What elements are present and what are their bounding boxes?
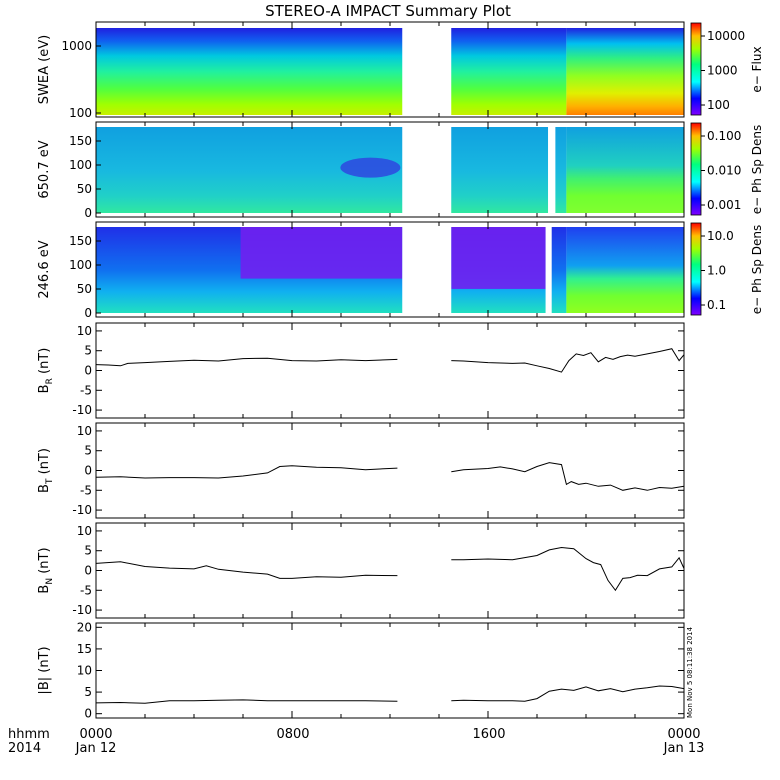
colorbar-tick-label: 1000 xyxy=(707,64,738,78)
panel-frame xyxy=(95,422,685,519)
y-tick-label: 150 xyxy=(69,134,92,148)
series-line xyxy=(451,462,685,491)
colorbar-tick-label: 0.1 xyxy=(707,298,726,312)
colorbar-tick-label: 0.010 xyxy=(707,164,741,178)
colorbar-tick-label: 0.001 xyxy=(707,198,741,212)
y-tick-label: 10 xyxy=(77,424,92,438)
series-line xyxy=(451,546,685,592)
series-line xyxy=(95,699,398,704)
colorbar-tick-label: 100 xyxy=(707,98,730,112)
colorbar-tick-label: 10000 xyxy=(707,29,745,43)
y-tick-label: 10 xyxy=(77,524,92,538)
y-tick-label: 100 xyxy=(69,106,92,120)
pad-650-panel: 650.7 eV 150 100 50 0 0.100 0.010 0.001 e− Ph Sp… xyxy=(37,121,764,220)
y-tick-label: 1000 xyxy=(61,39,92,53)
time-format-label: hhmm xyxy=(8,727,50,742)
date-label: Jan 12 xyxy=(75,741,117,756)
y-tick-label: -5 xyxy=(80,383,92,397)
y-tick-label: -5 xyxy=(80,483,92,497)
y-tick-label: 0 xyxy=(84,364,92,378)
heatmap-field xyxy=(96,28,567,115)
heatmap-field xyxy=(96,127,567,213)
time-tick-label: 0800 xyxy=(276,727,309,742)
y-axis-label: 650.7 eV xyxy=(37,140,52,198)
heatmap-low-region xyxy=(240,227,403,279)
colorbar xyxy=(690,222,702,316)
y-axis-label: BR (nT) xyxy=(37,348,55,394)
series-line xyxy=(95,357,398,367)
colorbar-label: e− Ph Sp Dens xyxy=(750,125,764,214)
y-tick-label: 0 xyxy=(84,707,92,721)
panel-frame xyxy=(95,622,685,719)
y-tick-label: 150 xyxy=(69,234,92,248)
y-tick-label: 5 xyxy=(84,685,92,699)
y-tick-label: -10 xyxy=(72,403,92,417)
time-tick-label: 0000 xyxy=(667,727,700,742)
y-tick-label: -10 xyxy=(72,503,92,517)
y-axis-label: |B| (nT) xyxy=(37,646,52,694)
y-tick-label: 0 xyxy=(84,464,92,478)
y-tick-label: 5 xyxy=(84,544,92,558)
data-gap xyxy=(402,123,452,217)
series-line xyxy=(451,685,685,702)
y-tick-label: 5 xyxy=(84,444,92,458)
data-gap xyxy=(545,223,552,317)
panel-frame xyxy=(95,322,685,419)
y-tick-label: 100 xyxy=(69,158,92,172)
y-tick-label: 50 xyxy=(77,182,92,196)
time-tick-label: 0000 xyxy=(79,727,112,742)
colorbar xyxy=(690,122,702,216)
heatmap-field xyxy=(566,227,684,313)
data-gap xyxy=(402,223,452,317)
colorbar-label: e− Flux xyxy=(750,46,764,92)
panel-frame xyxy=(95,522,685,619)
colorbar-label: e− Ph Sp Dens xyxy=(750,225,764,314)
y-axis-label: SWEA (eV) xyxy=(37,35,52,104)
heatmap-field xyxy=(566,28,684,115)
colorbar-tick-label: 10.0 xyxy=(707,229,734,243)
date-label: Jan 13 xyxy=(663,741,705,756)
y-tick-label: 20 xyxy=(77,620,92,634)
y-tick-label: 50 xyxy=(77,282,92,296)
heatmap-feature xyxy=(340,157,401,178)
colorbar-tick-label: 0.100 xyxy=(707,129,741,143)
y-axis-label: BN (nT) xyxy=(37,547,55,593)
series-line xyxy=(95,561,398,579)
y-tick-label: 15 xyxy=(77,642,92,656)
colorbar xyxy=(690,22,702,116)
heatmap-low-region xyxy=(451,227,546,289)
bmag-panel: 20 15 10 5 0 |B| (nT) xyxy=(37,620,685,721)
bt-panel: 10 5 0 -5 -10 BT (nT) xyxy=(37,422,685,519)
y-axis-label: 246.6 eV xyxy=(37,240,52,298)
y-tick-label: 0 xyxy=(84,206,92,220)
colorbar-tick-label: 1.0 xyxy=(707,264,726,278)
y-axis-label: BT (nT) xyxy=(37,448,55,493)
series-line xyxy=(451,348,685,373)
swea-spectrogram-panel: SWEA (eV) 1000 100 10000 1000 100 e− Flux xyxy=(37,21,764,120)
br-panel: 10 5 0 -5 -10 BR (nT) xyxy=(37,322,685,419)
plot-title: STEREO-A IMPACT Summary Plot xyxy=(265,2,511,20)
heatmap-field xyxy=(566,127,684,213)
y-tick-label: 10 xyxy=(77,664,92,678)
y-tick-label: -10 xyxy=(72,603,92,617)
y-tick-label: 0 xyxy=(84,306,92,320)
data-gap xyxy=(548,123,556,217)
pad-246-panel: 246.6 eV 150 100 50 0 10.0 1.0 0.1 e− Ph Sp Dens xyxy=(37,221,764,320)
data-gap xyxy=(402,23,452,117)
generation-timestamp: Mon Nov 5 08:11:38 2014 xyxy=(686,626,694,718)
y-tick-label: 100 xyxy=(69,258,92,272)
series-line xyxy=(95,465,398,479)
y-tick-label: 10 xyxy=(77,324,92,338)
year-label: 2014 xyxy=(8,741,41,756)
y-tick-label: 0 xyxy=(84,564,92,578)
y-tick-label: -5 xyxy=(80,583,92,597)
time-tick-label: 1600 xyxy=(472,727,505,742)
y-tick-label: 5 xyxy=(84,344,92,358)
bn-panel: 10 5 0 -5 -10 BN (nT) xyxy=(37,522,685,619)
